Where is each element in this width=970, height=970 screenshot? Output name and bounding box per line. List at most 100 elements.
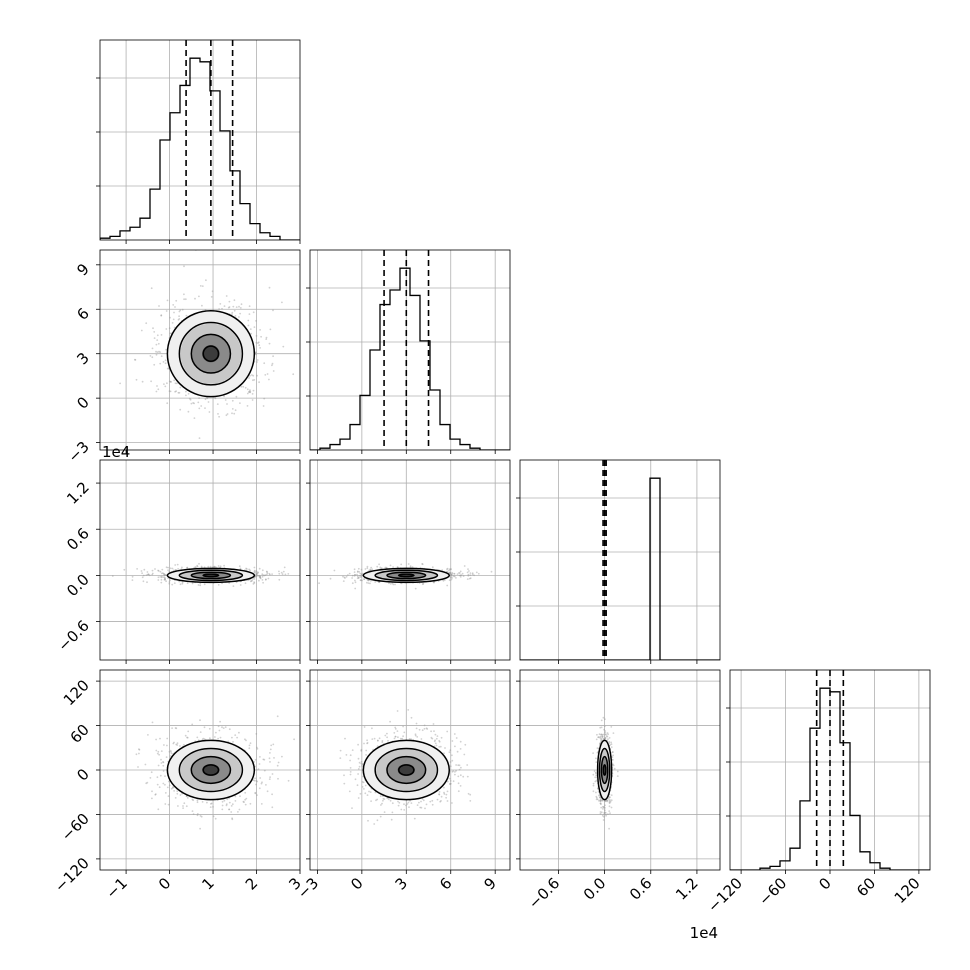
scatter-point [172,569,175,572]
scatter-point [186,795,188,798]
scatter-point [604,737,607,740]
scatter-point [598,736,601,739]
scatter-point [138,748,140,750]
scatter-point [458,572,461,574]
scatter-point [357,768,360,770]
scatter-point [402,735,404,738]
scatter-point [356,575,359,578]
scatter-point [449,749,452,752]
scatter-point [318,582,320,585]
scatter-point [391,811,394,814]
scatter-point [157,808,160,811]
scatter-point [197,401,200,404]
scatter-point [376,798,379,801]
scatter-point [448,751,451,754]
scatter-point [410,738,412,740]
scatter-point [360,748,363,751]
scatter-point [207,565,210,568]
scatter-point [239,795,241,798]
scatter-point [416,736,419,738]
scatter-point [393,732,396,734]
scatter-point [146,573,149,576]
scatter-point [225,295,228,297]
scatter-point [136,568,139,570]
scatter-point [175,390,178,393]
scatter-point [360,579,362,581]
scatter-point [262,574,265,577]
scatter-point [403,803,405,806]
scatter-point [370,800,372,802]
scatter-point [342,580,345,582]
scatter-point [155,390,158,393]
scatter-point [257,571,259,574]
scatter-point [156,351,159,353]
scatter-point [458,572,460,574]
scatter-point [379,815,382,818]
scatter-point [131,575,134,578]
scatter-point [449,783,451,785]
scatter-point [411,566,414,568]
scatter-point [441,569,444,571]
scatter-point [151,790,153,793]
scatter-point [255,570,258,572]
scatter-point [151,572,154,575]
scatter-point [370,566,373,569]
scatter-point [160,314,163,317]
scatter-point [249,391,252,394]
scatter-point [397,800,399,803]
scatter-point [423,724,426,727]
scatter-point [459,785,462,787]
scatter-point [278,572,281,575]
scatter-point [420,806,423,809]
scatter-point [253,571,256,574]
scatter-point [240,303,243,306]
scatter-point [264,574,267,576]
scatter-point [398,801,401,804]
scatter-point [260,803,263,805]
scatter-point [193,402,196,405]
scatter-point [351,807,353,809]
scatter-point [164,783,166,786]
scatter-point [237,811,239,813]
scatter-point [457,790,460,793]
density-core [202,345,220,363]
scatter-point [599,802,602,805]
scatter-point [165,756,168,758]
scatter-point [196,736,199,739]
scatter-point [156,783,159,786]
scatter-point [174,797,177,799]
scatter-point [256,574,258,577]
scatter-point [389,564,392,567]
scatter-point [271,573,273,575]
scatter-point [613,767,616,770]
scatter-point [137,766,139,768]
contour-level-1 [166,567,256,584]
scatter-point [158,350,160,353]
scatter-point [252,311,255,314]
scatter-point [253,779,256,782]
scatter-point [230,811,233,813]
scatter-point [159,774,162,777]
scatter-point [166,382,168,385]
scatter-point [466,571,469,574]
scatter-point [234,734,237,736]
scatter-point [606,735,609,738]
scatter-point [239,307,242,309]
scatter-point [190,402,193,405]
scatter-point [192,402,195,404]
panel-frame [99,249,301,451]
panel-grid [100,40,300,240]
scatter-point [233,412,236,415]
scatter-point [445,796,447,799]
scatter-point [155,343,158,346]
scatter-point [221,307,223,310]
scatter-point [149,355,152,357]
scatter-point [265,578,267,581]
scatter-point [189,398,192,401]
scatter-point [410,716,413,719]
scatter-point [374,581,377,583]
scatter-point [281,755,283,758]
panel-4-1 [96,669,301,874]
scatter-point [153,337,156,339]
scatter-point [212,815,215,818]
